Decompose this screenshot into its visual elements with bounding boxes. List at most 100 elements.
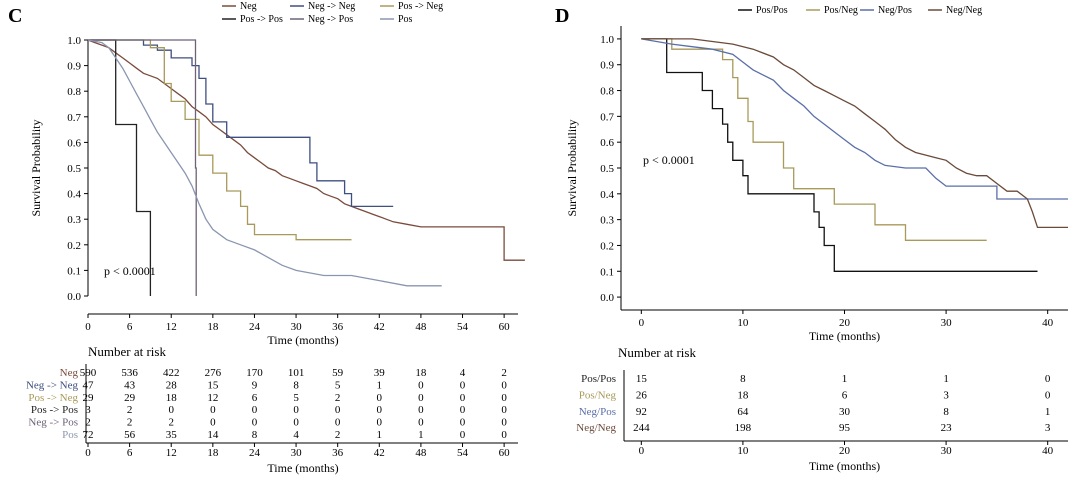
series-line-2 xyxy=(641,38,987,241)
risk-cell: 422 xyxy=(163,367,180,379)
y-tick-label: 0.5 xyxy=(67,163,81,175)
legend-entry: Pos/Pos xyxy=(756,5,788,16)
risk-x-tick-label: 36 xyxy=(332,447,344,459)
risk-cell: 5 xyxy=(335,379,341,391)
panel-d: D Pos/Pos Pos/Neg Neg/Pos Neg/Neg 0.0 0.1 0.2 0.… xyxy=(555,5,1068,473)
risk-cell: 6 xyxy=(842,389,848,401)
y-tick-label: 0.9 xyxy=(67,61,81,73)
risk-x-tick-label: 18 xyxy=(207,447,219,459)
risk-cell: 18 xyxy=(166,392,178,404)
risk-cell: 59 xyxy=(332,367,344,379)
y-tick-label: 0.8 xyxy=(600,86,614,98)
risk-cell: 1 xyxy=(377,379,383,391)
risk-row-label: Pos -> Pos xyxy=(31,404,78,416)
legend-entry: Pos/Neg xyxy=(824,5,858,16)
risk-cell: 0 xyxy=(1045,373,1051,385)
risk-cell: 15 xyxy=(636,373,648,385)
risk-cell: 4 xyxy=(293,429,299,441)
y-tick-label: 0.6 xyxy=(600,137,614,149)
x-tick-label: 42 xyxy=(374,321,385,333)
x-tick-label: 30 xyxy=(941,317,953,329)
risk-cell: 0 xyxy=(501,417,507,429)
risk-cell: 0 xyxy=(460,379,466,391)
risk-cell: 0 xyxy=(418,379,424,391)
risk-cell: 244 xyxy=(633,422,650,434)
y-tick-label: 0.4 xyxy=(600,189,614,201)
risk-x-tick-label: 48 xyxy=(415,447,427,459)
risk-cell: 14 xyxy=(207,429,219,441)
risk-cell: 0 xyxy=(460,429,466,441)
risk-cell: 35 xyxy=(166,429,178,441)
x-tick-label: 48 xyxy=(415,321,427,333)
panel-label: D xyxy=(555,5,569,27)
risk-cell: 0 xyxy=(335,417,341,429)
legend-entry: Pos -> Pos xyxy=(240,14,283,25)
risk-cell: 12 xyxy=(207,392,218,404)
risk-cell: 47 xyxy=(83,379,95,391)
risk-cell: 2 xyxy=(127,417,133,429)
risk-cell: 0 xyxy=(460,392,466,404)
risk-row-label: Neg -> Neg xyxy=(26,379,79,391)
x-tick-label: 0 xyxy=(639,317,645,329)
risk-x-tick-label: 12 xyxy=(166,447,177,459)
risk-row-label: Pos/Neg xyxy=(579,389,617,401)
x-tick-label: 18 xyxy=(207,321,219,333)
risk-x-tick-label: 20 xyxy=(839,445,851,457)
legend-entry: Neg -> Pos xyxy=(308,14,353,25)
x-tick-label: 20 xyxy=(839,317,851,329)
risk-cell: 3 xyxy=(85,404,91,416)
risk-cell: 0 xyxy=(501,392,507,404)
risk-cell: 0 xyxy=(377,392,383,404)
risk-cell: 8 xyxy=(293,379,299,391)
risk-x-tick-label: 6 xyxy=(127,447,133,459)
risk-cell: 0 xyxy=(335,404,341,416)
risk-cell: 3 xyxy=(943,389,949,401)
risk-cell: 0 xyxy=(418,392,424,404)
x-tick-label: 24 xyxy=(249,321,261,333)
y-tick-label: 0.3 xyxy=(67,214,81,226)
risk-cell: 0 xyxy=(418,417,424,429)
risk-x-tick-label: 0 xyxy=(85,447,91,459)
p-value: p < 0.0001 xyxy=(104,264,156,278)
risk-cell: 4 xyxy=(460,367,466,379)
series-line-3 xyxy=(641,38,1068,200)
series-line-2 xyxy=(88,39,394,208)
y-tick-label: 0.5 xyxy=(600,163,614,175)
series-line-5 xyxy=(88,39,197,296)
legend-entry: Neg -> Neg xyxy=(308,1,355,12)
risk-x-tick-label: 54 xyxy=(457,447,469,459)
legend-entry: Pos -> Neg xyxy=(398,1,443,12)
series-line-3 xyxy=(88,39,352,241)
x-axis-title: Time (months) xyxy=(267,333,338,347)
risk-x-tick-label: 30 xyxy=(291,447,303,459)
risk-cell: 5 xyxy=(293,392,299,404)
risk-cell: 3 xyxy=(1045,422,1051,434)
x-tick-label: 0 xyxy=(85,321,91,333)
risk-cell: 39 xyxy=(374,367,386,379)
risk-cell: 0 xyxy=(377,417,383,429)
risk-cell: 29 xyxy=(124,392,136,404)
risk-cell: 536 xyxy=(121,367,138,379)
risk-table-title: Number at risk xyxy=(88,344,166,359)
legend-entry: Neg/Pos xyxy=(878,5,912,16)
risk-cell: 0 xyxy=(1045,389,1051,401)
y-tick-label: 0.3 xyxy=(600,215,614,227)
risk-cell: 198 xyxy=(735,422,752,434)
y-tick-label: 0.9 xyxy=(600,60,614,72)
series-line-1 xyxy=(87,39,525,261)
y-tick-label: 0.2 xyxy=(600,240,614,252)
risk-cell: 590 xyxy=(80,367,97,379)
risk-row-label: Neg/Neg xyxy=(576,422,616,434)
risk-cell: 1 xyxy=(842,373,848,385)
risk-table-title: Number at risk xyxy=(618,345,696,360)
risk-cell: 0 xyxy=(460,404,466,416)
risk-cell: 28 xyxy=(166,379,178,391)
risk-x-tick-label: 42 xyxy=(374,447,385,459)
risk-cell: 2 xyxy=(85,417,91,429)
x-tick-label: 60 xyxy=(499,321,511,333)
series-line-6 xyxy=(87,39,442,287)
risk-cell: 30 xyxy=(839,406,851,418)
risk-cell: 43 xyxy=(124,379,136,391)
risk-cell: 23 xyxy=(941,422,953,434)
